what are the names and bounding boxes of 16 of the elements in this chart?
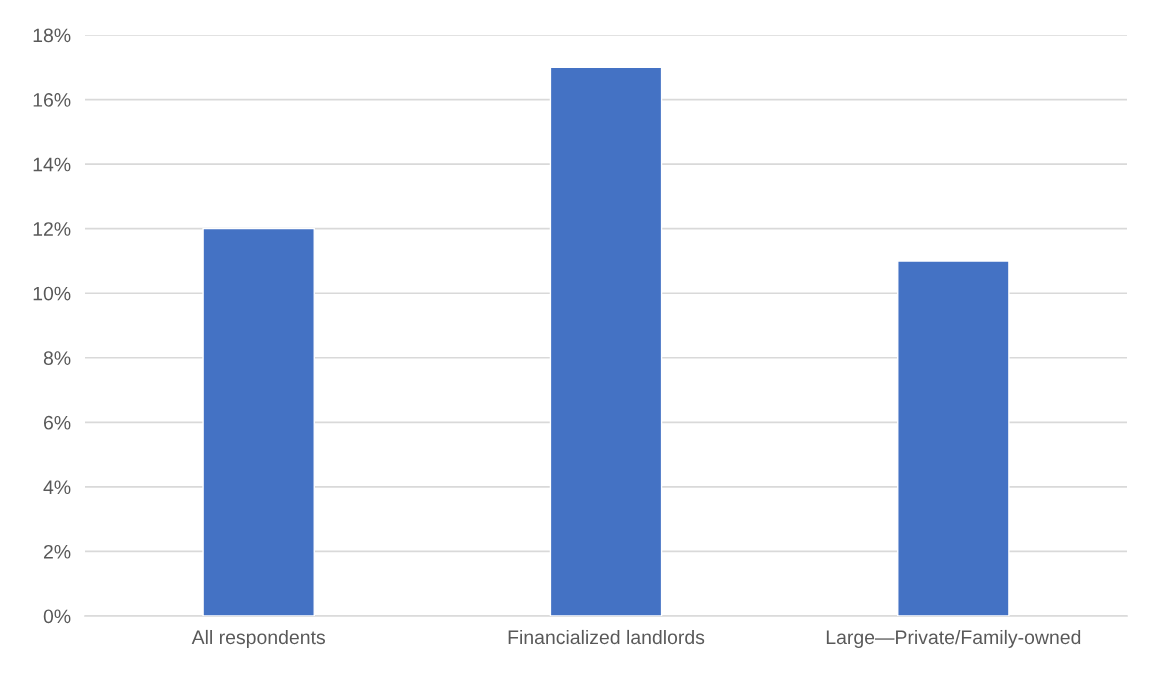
x-tick-label: Large—Private/Family-owned (826, 629, 1081, 649)
y-tick-label: 12% (33, 222, 71, 236)
y-tick-label: 16% (33, 93, 71, 107)
bar (202, 227, 315, 616)
y-tick-label: 10% (33, 286, 71, 301)
bar (897, 260, 1010, 616)
y-tick-label: 6% (44, 415, 71, 430)
y-tick-label: 2% (43, 544, 71, 559)
y-tick-label: 4% (43, 480, 71, 495)
y-tick-label: 18% (33, 28, 71, 43)
x-tick-label: All respondents (191, 629, 325, 649)
bar (549, 66, 663, 616)
x-tick-label: Financialized landlords (508, 629, 705, 645)
y-tick-label: 8% (43, 351, 71, 366)
y-tick-label: 14% (33, 157, 71, 172)
y-tick-label: 0% (43, 609, 71, 624)
